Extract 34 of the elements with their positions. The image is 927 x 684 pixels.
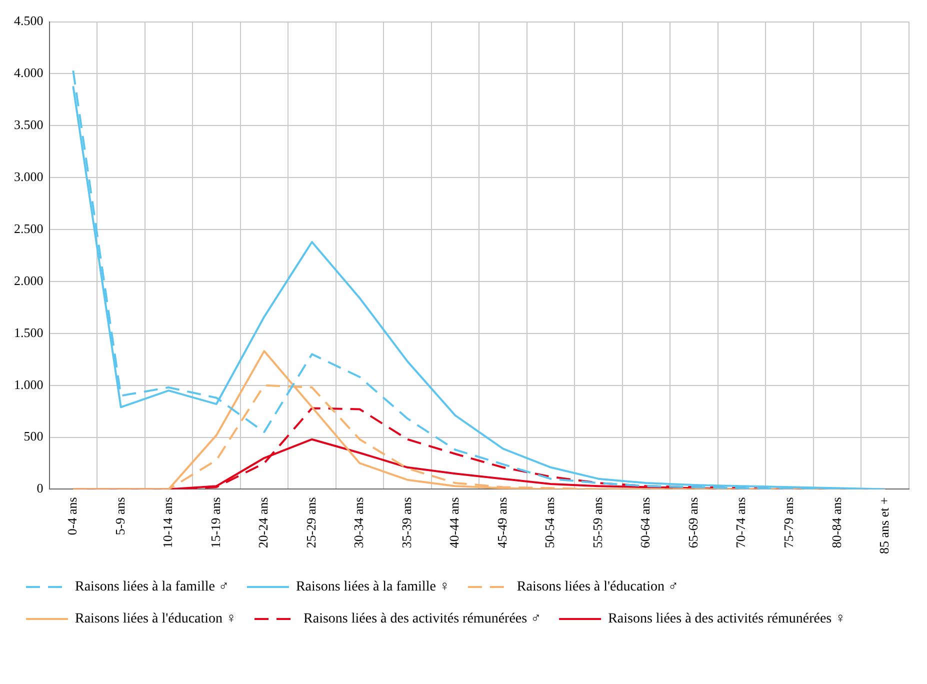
x-tick-label: 0-4 ans — [64, 497, 80, 536]
legend-label: Raisons liées à des activités rémunérées ♂ — [304, 612, 542, 627]
y-tick-label: 2.500 — [14, 220, 44, 236]
x-tick-label: 50-54 ans — [542, 497, 558, 548]
legend-label: Raisons liées à l'éducation ♀ — [75, 612, 237, 627]
x-tick-label: 40-44 ans — [446, 497, 462, 548]
x-tick-label: 85 ans et + — [876, 497, 892, 554]
x-tick-label: 25-29 ans — [303, 497, 318, 548]
y-tick-label: 1.500 — [14, 324, 44, 340]
x-tick-label: 30-34 ans — [351, 497, 366, 548]
y-tick-label: 0 — [36, 480, 44, 496]
legend-label: Raisons liées à des activités rémunérées ♀ — [608, 612, 846, 627]
y-tick-label: 4.000 — [14, 65, 44, 80]
x-tick-label: 20-24 ans — [256, 497, 271, 548]
legend-label: Raisons liées à la famille ♀ — [296, 580, 450, 595]
y-tick-label: 1.000 — [14, 376, 44, 392]
y-tick-label: 4.500 — [14, 13, 44, 28]
x-tick-label: 70-74 ans — [733, 497, 748, 548]
y-tick-label: 3.500 — [14, 117, 44, 132]
x-tick-label: 10-14 ans — [160, 497, 176, 548]
x-tick-label: 60-64 ans — [638, 497, 653, 548]
legend-label: Raisons liées à l'éducation ♂ — [516, 580, 678, 595]
x-tick-label: 15-19 ans — [208, 497, 223, 548]
x-tick-label: 55-59 ans — [590, 497, 605, 548]
y-tick-label: 2.000 — [14, 272, 44, 288]
x-tick-label: 65-69 ans — [685, 497, 700, 548]
y-tick-label: 3.000 — [14, 169, 44, 184]
x-tick-label: 35-39 ans — [398, 497, 414, 548]
y-tick-label: 500 — [24, 428, 44, 444]
legend-label: Raisons liées à la famille ♂ — [75, 580, 229, 595]
x-tick-label: 5-9 ans — [112, 497, 128, 536]
x-tick-label: 75-79 ans — [781, 497, 796, 548]
x-tick-label: 45-49 ans — [494, 497, 510, 548]
x-tick-label: 80-84 ans — [828, 497, 844, 548]
